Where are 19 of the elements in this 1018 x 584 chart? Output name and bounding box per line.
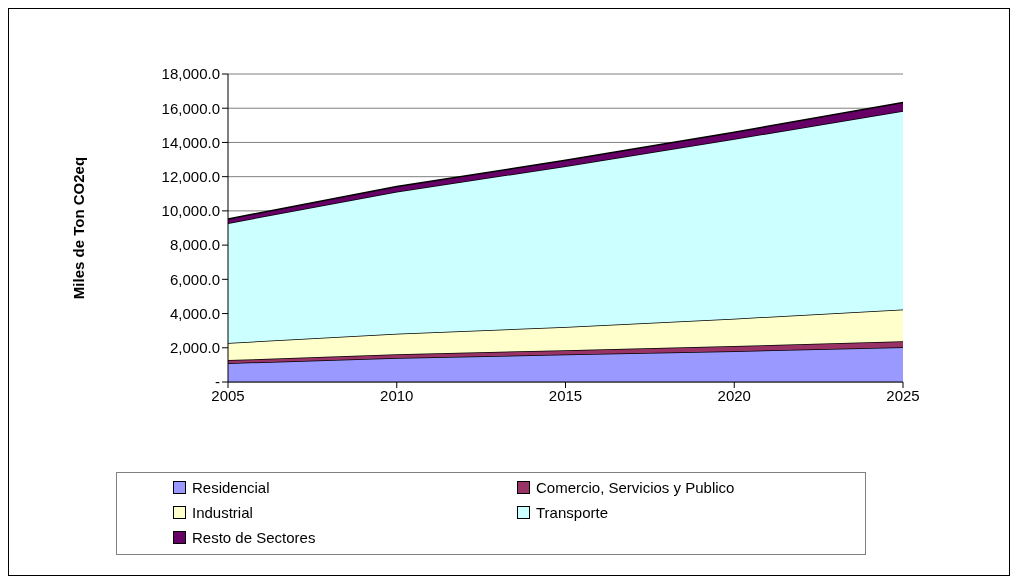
y-tick-label: 14,000.0 xyxy=(161,133,220,151)
y-tick-label: 16,000.0 xyxy=(161,99,220,117)
legend-label: Transporte xyxy=(536,504,608,521)
legend-label: Resto de Sectores xyxy=(192,529,316,546)
y-tick-label: 6,000.0 xyxy=(169,270,220,288)
legend-label: Residencial xyxy=(192,479,270,496)
y-tick-label: 18,000.0 xyxy=(161,65,220,83)
y-tick-label: 10,000.0 xyxy=(161,202,220,220)
x-tick-label: 2010 xyxy=(380,386,414,404)
y-axis-title: Miles de Ton CO2eq xyxy=(70,156,88,300)
x-tick-label: 2025 xyxy=(886,386,920,404)
x-tick-label: 2020 xyxy=(717,386,751,404)
y-tick-label: 12,000.0 xyxy=(161,167,220,185)
y-tick-label: 2,000.0 xyxy=(169,339,220,357)
y-tick-label: 8,000.0 xyxy=(169,236,220,254)
legend-label: Comercio, Servicios y Publico xyxy=(536,479,735,496)
y-tick-label: 4,000.0 xyxy=(169,304,220,322)
x-tick-label: 2015 xyxy=(548,386,583,404)
legend-label: Industrial xyxy=(192,504,253,521)
